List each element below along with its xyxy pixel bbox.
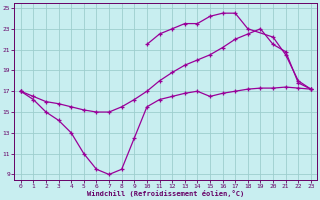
X-axis label: Windchill (Refroidissement éolien,°C): Windchill (Refroidissement éolien,°C) — [87, 190, 244, 197]
